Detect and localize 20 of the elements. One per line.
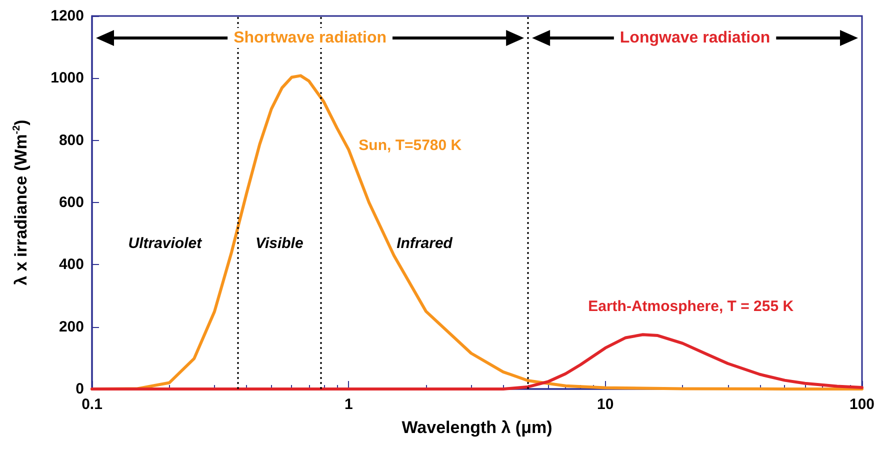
annotation: Ultraviolet (128, 235, 203, 252)
y-tick-label: 200 (58, 318, 84, 336)
y-tick-label: 400 (58, 256, 84, 274)
text: Earth-Atmosphere, T = 255 K (588, 298, 794, 316)
x-tick-label: 0.1 (82, 396, 102, 413)
series-label: Sun, T=5780 K (358, 137, 462, 154)
x-tick-label: 10 (596, 396, 614, 413)
x-axis-title: Wavelength λ (μm) (402, 418, 552, 437)
x-tick-label: 1 (344, 396, 353, 413)
annotation: Infrared (396, 235, 454, 252)
y-tick-label: 600 (58, 194, 84, 211)
annotation: Shortwave radiation (234, 30, 386, 46)
annotation: Visible (256, 235, 304, 252)
y-tick-label: 1000 (50, 70, 84, 87)
x-tick-label: 100 (849, 396, 875, 413)
y-tick-label: 800 (58, 132, 84, 149)
y-tick-label: 0 (76, 380, 84, 398)
annotation: Longwave radiation (620, 30, 770, 46)
y-axis-title: λ x irradiance (Wm-2) (12, 120, 30, 286)
y-tick-label: 1200 (50, 8, 84, 24)
